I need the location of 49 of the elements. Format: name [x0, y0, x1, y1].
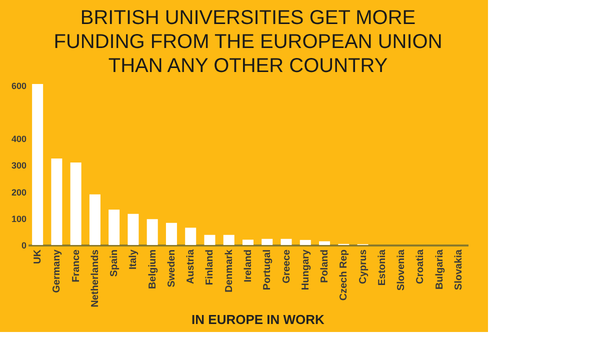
x-tick-label: Sweden [166, 250, 178, 288]
bar [319, 241, 330, 245]
y-tick-label: 0 [21, 240, 26, 250]
bar [204, 234, 216, 245]
x-tick-label: Croatia [415, 249, 426, 284]
bar [89, 194, 100, 245]
x-tick-label: Portugal [262, 249, 274, 290]
x-tick-label: Belgium [147, 249, 158, 289]
bar [51, 158, 62, 245]
x-tick-label: Finland [204, 250, 216, 286]
text: FUNDING FROM THE EUROPEAN UNION [54, 31, 442, 53]
bar [300, 240, 311, 245]
y-tick-label: 200 [11, 187, 26, 198]
x-tick-label: Ireland [243, 250, 254, 282]
x-tick-label: Estonia [376, 249, 388, 286]
bar [108, 210, 120, 245]
x-tick-label: Slovenia [396, 249, 408, 291]
x-tick-label: Germany [52, 249, 63, 293]
x-tick-label: Hungary [300, 249, 312, 290]
x-tick-label: Bulgaria [434, 249, 446, 290]
bar [128, 214, 139, 245]
x-tick-label: UK [32, 248, 44, 264]
bar [223, 234, 234, 245]
bar [280, 238, 292, 245]
y-tick-label: 400 [11, 134, 26, 144]
y-tick-label: 300 [11, 160, 26, 171]
bar [242, 240, 254, 245]
x-tick-label: Slovakia [453, 249, 464, 290]
bar [185, 228, 196, 245]
x-tick-label: Cyprus [358, 249, 369, 284]
x-tick-label: Poland [320, 250, 331, 283]
text: THAN ANY OTHER COUNTRY [108, 55, 388, 77]
y-tick-label: 100 [11, 214, 26, 224]
text: IN EUROPE IN WORK [192, 312, 326, 327]
x-tick-label: Denmark [224, 249, 235, 292]
x-tick-label: Austria [186, 249, 197, 284]
bar [146, 219, 158, 245]
bar [166, 222, 177, 245]
text: BRITISH UNIVERSITIES GET MORE [80, 7, 416, 29]
x-tick-label: Spain [109, 250, 120, 277]
x-tick-label: Netherlands [90, 249, 101, 308]
y-tick-label: 600 [11, 80, 26, 91]
bar [32, 84, 44, 245]
x-tick-label: France [70, 249, 82, 282]
bar [70, 162, 82, 245]
x-tick-label: Italy [128, 249, 140, 270]
x-tick-label: Czech Rep [338, 250, 350, 301]
bar [262, 238, 273, 245]
x-tick-label: Greece [281, 249, 292, 284]
